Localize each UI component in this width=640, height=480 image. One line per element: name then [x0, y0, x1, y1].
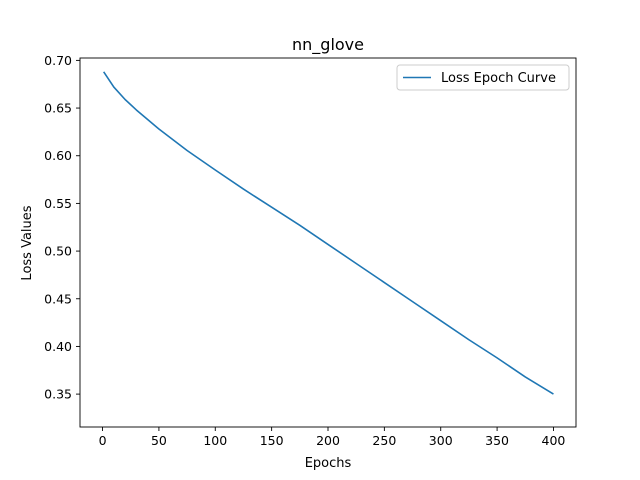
legend-box — [396, 64, 570, 91]
x-tick-label: 400 — [542, 433, 566, 448]
x-tick-label: 250 — [372, 433, 396, 448]
y-tick-label: 0.70 — [44, 53, 72, 68]
x-tick-label: 150 — [260, 433, 284, 448]
x-axis-label: Epochs — [305, 456, 352, 471]
x-tick-label: 300 — [429, 433, 453, 448]
y-tick-label: 0.45 — [44, 291, 72, 306]
y-axis-label: Loss Values — [20, 205, 35, 280]
x-tick-label: 100 — [203, 433, 227, 448]
y-tick-label: 0.35 — [44, 387, 72, 402]
y-tick-label: 0.50 — [44, 244, 72, 259]
x-tick-label: 200 — [316, 433, 340, 448]
legend-label: Loss Epoch Curve — [441, 71, 556, 86]
chart-title: nn_glove — [292, 35, 364, 55]
y-tick-label: 0.55 — [44, 196, 72, 211]
plot-area: 0 50 100 150 200 250 300 350 400 0.35 0.40 0.45 0.50… — [44, 53, 577, 448]
y-tick-label: 0.65 — [44, 101, 72, 116]
x-tick-label: 50 — [151, 433, 167, 448]
y-tick-label: 0.60 — [44, 148, 72, 163]
series-line-0 — [103, 71, 554, 395]
x-tick-label: 0 — [99, 433, 107, 448]
x-tick-label: 350 — [485, 433, 509, 448]
y-tick-label: 0.40 — [44, 339, 72, 354]
